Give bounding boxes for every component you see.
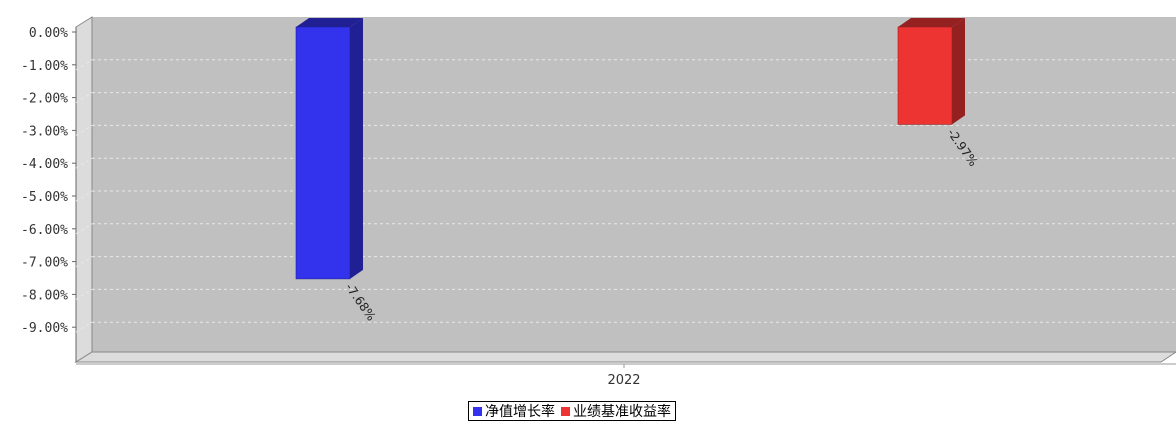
y-tick-label: -1.00%	[21, 59, 68, 74]
legend-label: 业绩基准收益率	[573, 404, 671, 420]
bar-front	[295, 26, 351, 280]
bar-side	[350, 18, 363, 279]
y-tick-label: -2.00%	[21, 92, 68, 107]
y-axis-ticks: 0.00% -1.00% -2.00% -3.00% -4.00% -5.00% -6.00…	[21, 26, 76, 336]
y-tick-label: -8.00%	[21, 288, 68, 303]
legend-item-nav-growth: 净值增长率	[473, 401, 555, 421]
x-tick-label: 2022	[607, 373, 640, 388]
y-tick-label: 0.00%	[29, 26, 68, 41]
legend-swatch	[473, 406, 482, 416]
bar-nav-growth	[295, 18, 363, 280]
y-tick-label: -4.00%	[21, 157, 68, 172]
legend: 净值增长率 业绩基准收益率	[468, 401, 676, 421]
bar-top	[296, 18, 363, 27]
y-tick-label: -6.00%	[21, 223, 68, 238]
y-tick-label: -7.00%	[21, 256, 68, 271]
bar-benchmark-return	[897, 18, 965, 125]
bar-side	[952, 18, 965, 125]
plot-background	[92, 17, 1176, 352]
bar-top	[898, 18, 965, 27]
legend-label: 净值增长率	[485, 404, 555, 420]
legend-item-benchmark-return: 业绩基准收益率	[561, 401, 671, 421]
legend-swatch	[561, 406, 570, 416]
y-tick-label: -3.00%	[21, 124, 68, 139]
y-tick-label: -9.00%	[21, 321, 68, 336]
plot-floor	[74, 351, 1176, 363]
y-tick-label: -5.00%	[21, 190, 68, 205]
bar-front	[897, 26, 953, 125]
plot-area	[74, 16, 1176, 368]
bars	[295, 18, 965, 280]
